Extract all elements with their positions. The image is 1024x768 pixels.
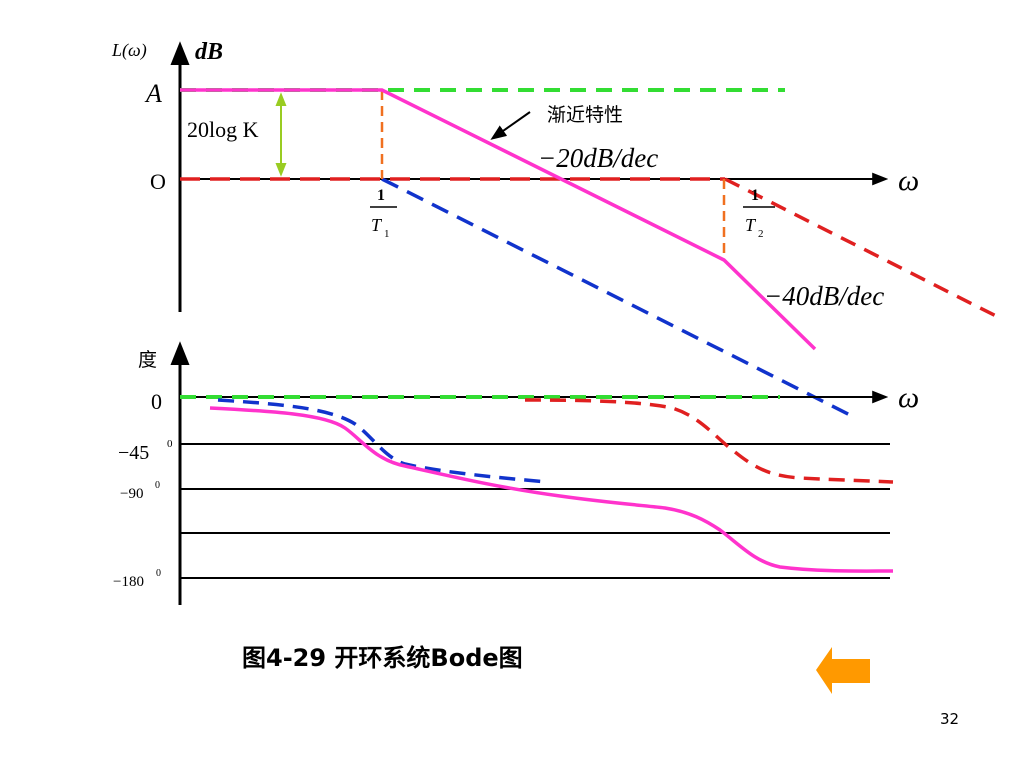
asymptote-annotation: 渐近特性 [547, 104, 623, 126]
corner2-subscript: 2 [758, 228, 764, 240]
phase-x-axis-label: ω [898, 381, 919, 414]
tick-minus180-base: −180 [113, 574, 144, 590]
corner1-denominator: T [371, 215, 383, 235]
page-number: 32 [940, 710, 959, 728]
y-axis-unit-label: dB [195, 39, 223, 65]
phase-zero-label: 0 [151, 389, 162, 414]
gain-label: 20log K [187, 117, 259, 142]
magnitude-zero-label: O [150, 169, 166, 194]
second-pole-phase [524, 398, 894, 484]
y-axis-func-label: L(ω) [111, 40, 147, 61]
tick-label-minus90: −90 0 [120, 480, 160, 502]
slope1-label: −20dB/dec [538, 143, 658, 173]
corner1-fraction: 1 T 1 [370, 187, 397, 240]
tick-minus45-base: −45 [118, 442, 149, 464]
back-arrow-button[interactable] [816, 647, 870, 694]
total-phase [209, 406, 894, 573]
level-a-label: A [144, 79, 162, 108]
tick-minus90-sup: 0 [155, 480, 160, 491]
corner2-denominator: T [745, 215, 757, 235]
corner1-subscript: 1 [384, 228, 390, 240]
phase-y-axis-label: 度 [138, 349, 157, 371]
corner1-numerator: 1 [377, 187, 385, 204]
phase-plot: 度 0 ω −45 0 −90 0 −180 0 [113, 341, 919, 605]
magnitude-x-axis-label: ω [898, 164, 919, 197]
first-pole-asymptote [381, 177, 853, 418]
tick-label-minus45: −45 0 [118, 438, 173, 464]
figure-caption: 图4-29 开环系统Bode图 [242, 644, 523, 672]
annotation-pointer [490, 111, 531, 140]
slope2-label: −40dB/dec [764, 281, 884, 311]
tick-label-minus180: −180 0 [113, 568, 161, 590]
corner2-numerator: 1 [751, 187, 759, 204]
magnitude-plot: L(ω) dB A 20log K O ω 渐近特性 −20dB/dec −40… [111, 39, 1001, 418]
magnitude-asymptote [180, 88, 817, 351]
corner2-fraction: 1 T 2 [743, 187, 775, 240]
tick-minus90-base: −90 [120, 486, 143, 502]
tick-minus45-sup: 0 [167, 438, 173, 450]
tick-minus180-sup: 0 [156, 568, 161, 579]
first-pole-phase [217, 398, 549, 484]
